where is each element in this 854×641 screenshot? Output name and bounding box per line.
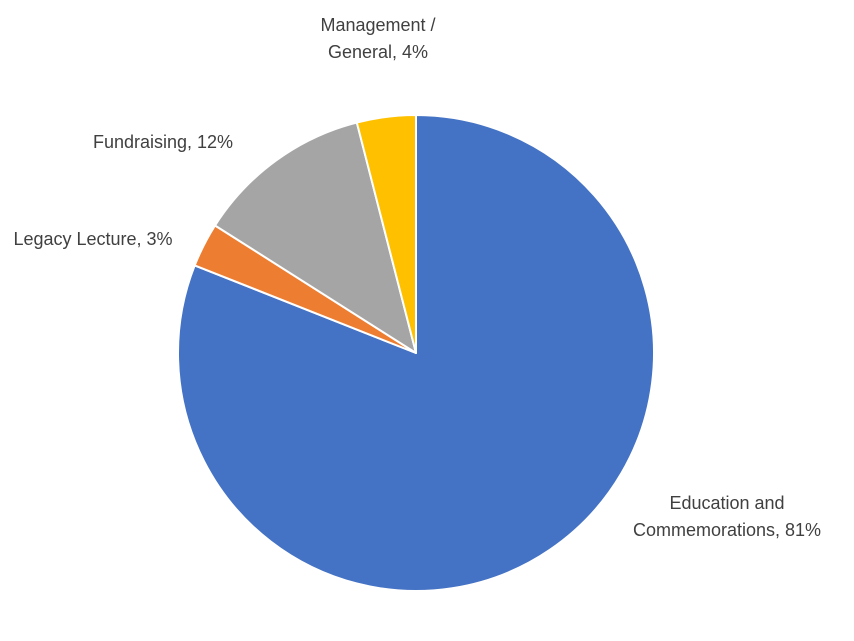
data-label-3-line-1: General, 4% xyxy=(328,42,428,62)
data-label-3-line-0: Management / xyxy=(320,15,435,35)
data-label-0-line-0: Education and xyxy=(669,493,784,513)
pie-slice-3 xyxy=(355,114,417,354)
data-label-0: Education and Commemorations, 81% xyxy=(633,493,821,540)
pie-slice-2 xyxy=(214,121,417,354)
pie-labels: Education and Commemorations, 81% Legacy L… xyxy=(13,15,821,540)
data-label-2-line-0: Fundraising, 12% xyxy=(93,132,233,152)
pie-slices xyxy=(176,114,655,592)
pie-slice-0 xyxy=(176,114,655,592)
data-label-0-line-1: Commemorations, 81% xyxy=(633,520,821,540)
data-label-1-line-0: Legacy Lecture, 3% xyxy=(13,229,172,249)
data-label-2: Fundraising, 12% xyxy=(93,132,233,152)
data-label-3: Management / General, 4% xyxy=(320,15,435,62)
data-label-1: Legacy Lecture, 3% xyxy=(13,229,172,249)
